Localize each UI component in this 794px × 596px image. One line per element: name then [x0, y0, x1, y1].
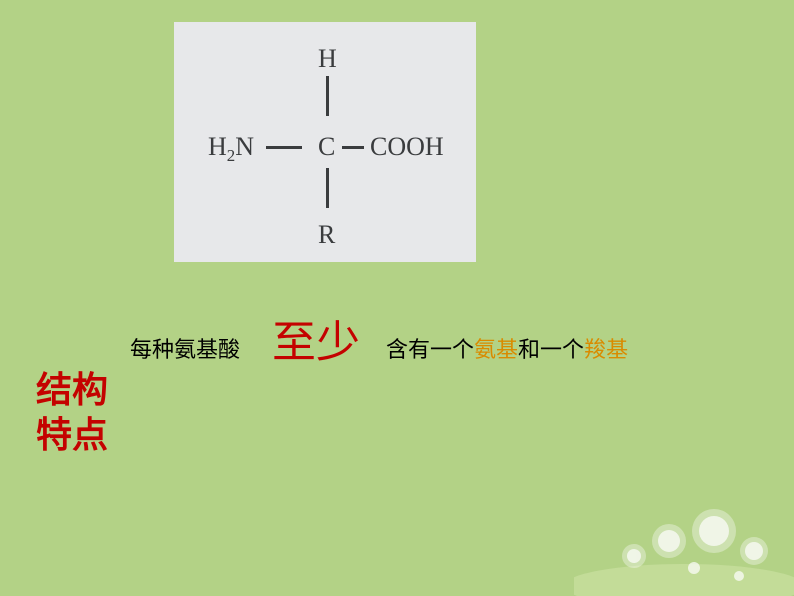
slide: H C H2N COOH R 每种氨基酸 至少 含有一个氨基和一个羧基 结构 特… — [0, 0, 794, 596]
atom-left: H2N — [208, 134, 254, 165]
text-emphasis: 至少 — [272, 318, 360, 367]
text-part2a: 含有一个 — [386, 337, 474, 362]
text-highlight-carboxyl: 羧基 — [584, 337, 628, 362]
decor-droplets — [574, 456, 794, 596]
text-part2b: 和一个 — [518, 337, 584, 362]
atom-right: COOH — [370, 134, 444, 160]
section-label-line2: 特点 — [36, 413, 108, 458]
atom-center: C — [318, 134, 335, 160]
text-highlight-amino: 氨基 — [474, 337, 518, 362]
bond-bottom — [326, 168, 329, 208]
section-label-line1: 结构 — [36, 368, 108, 413]
bond-right — [342, 146, 364, 149]
amino-acid-structure-panel: H C H2N COOH R — [174, 22, 476, 262]
atom-top: H — [318, 46, 337, 72]
bond-left — [266, 146, 302, 149]
atom-bottom: R — [318, 222, 335, 248]
text-part1: 每种氨基酸 — [130, 337, 240, 362]
section-label: 结构 特点 — [36, 368, 108, 458]
chemical-structure: H C H2N COOH R — [174, 22, 476, 262]
description-sentence: 每种氨基酸 至少 含有一个氨基和一个羧基 — [130, 306, 690, 370]
bond-top — [326, 76, 329, 116]
